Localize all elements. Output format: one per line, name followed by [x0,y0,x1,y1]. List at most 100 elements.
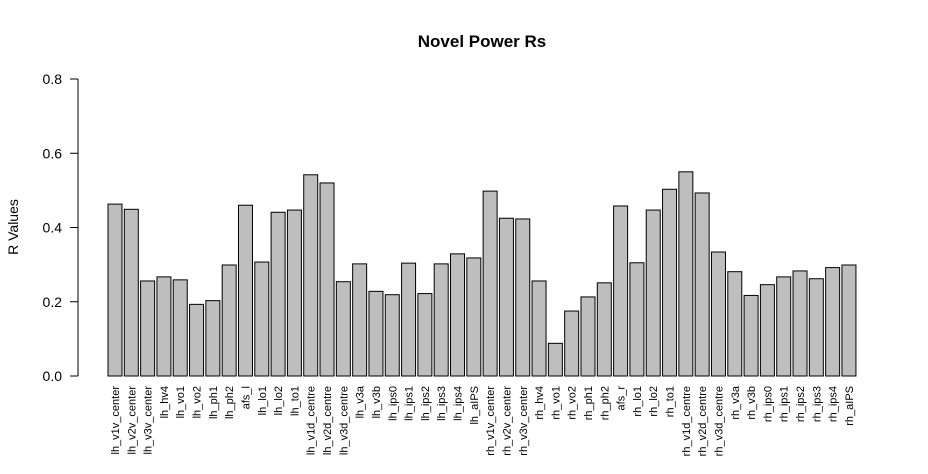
x-category-label: rh_v1d_centre [681,386,693,456]
y-axis-label: R Values [5,199,21,255]
x-category-label: rh_v3a [730,385,742,420]
bar [189,303,205,377]
bar [498,217,514,377]
x-category-label: lh_ips3 [436,386,448,421]
bar [792,270,808,377]
bar [286,209,302,377]
bar [384,294,400,377]
x-category-label: rh_vo1 [550,386,562,420]
bar [335,281,351,377]
chart-title: Novel Power Rs [418,32,547,51]
x-category-label: rh_v2v_center [501,386,513,456]
bar [237,204,253,377]
x-category-label: lh_ips4 [453,386,465,421]
bar [270,211,286,377]
x-category-label: rh_lo1 [632,386,644,417]
x-category-label: lh_v2d_centre [322,386,334,455]
bar [564,310,580,377]
bar [172,279,188,377]
x-category-label: rh_ips0 [762,386,774,422]
bar [450,253,466,377]
y-tick-label: 0.0 [43,368,63,384]
x-category-label: rh_v3v_center [518,386,530,456]
bar [727,271,743,377]
x-category-label: lh_hv4 [159,386,171,418]
bar [825,267,841,377]
bar [156,276,172,377]
x-category-label: rh_v2d_centre [697,386,709,456]
x-category-label: lh_lo1 [257,386,269,415]
x-category-label: rh_v1v_center [485,386,497,456]
x-category-label: lh_ph2 [224,386,236,419]
x-category-label: rh_to1 [665,386,677,417]
x-category-label: rh_hv4 [534,386,546,420]
bar [319,182,335,377]
x-category-label: rh_aIPS [844,386,856,426]
bar [303,174,319,377]
x-category-label: rh_v3b [746,386,758,420]
bar [417,293,433,377]
bar [482,190,498,377]
x-category-label: afs_l [240,386,252,409]
x-category-label: lh_to1 [289,386,301,416]
bar [205,300,221,377]
x-category-label: rh_vo2 [567,386,579,420]
y-tick-label: 0.6 [43,145,63,161]
x-category-label: rh_ph2 [599,386,611,420]
bar [662,188,678,377]
x-category-label: lh_ips1 [404,386,416,421]
y-tick-label: 0.2 [43,294,63,310]
bar [841,264,857,377]
x-category-label: lh_ips2 [420,386,432,421]
bar [531,280,547,377]
x-category-label: rh_lo2 [648,386,660,417]
bar [613,205,629,377]
x-category-label: lh_ph1 [208,386,220,419]
x-category-label: rh_ips4 [828,386,840,422]
x-category-label: lh_vo1 [175,386,187,418]
x-category-label: lh_v3b [371,386,383,418]
x-category-label: lh_lo2 [273,386,285,415]
x-category-label: lh_v1v_center [110,386,122,455]
bar [808,278,824,377]
x-category-label: rh_v3d_centre [713,386,725,456]
bar [140,280,156,377]
x-category-label: rh_ips3 [811,386,823,422]
bar [368,290,384,377]
x-category-label: lh_v3a [355,385,367,418]
x-category-label: lh_v2v_center [126,386,138,455]
bar [401,262,417,377]
bar [254,261,270,377]
bar [433,263,449,377]
bar [759,284,775,377]
bar [107,203,123,377]
bar [743,294,759,377]
x-category-label: lh_v3v_center [143,386,155,455]
x-category-label: rh_ips1 [779,386,791,422]
bar [515,218,531,377]
x-category-label: lh_v1d_centre [306,386,318,455]
x-category-label: afs_r [616,386,628,411]
y-axis-ticks: 0.0 0.2 0.4 0.6 0.8 [43,71,78,384]
bar [678,171,694,377]
y-tick-label: 0.8 [43,71,63,87]
bar [710,251,726,377]
bar [123,208,139,377]
x-category-label: lh_vo2 [192,386,204,418]
x-category-label: lh_v3d_centre [338,386,350,455]
x-category-label: lh_aIPS [469,386,481,425]
x-category-label: lh_ips0 [387,386,399,421]
bar [221,264,237,377]
x-category-label: rh_ph1 [583,386,595,420]
bar [694,192,710,377]
bar [466,257,482,377]
bar [629,262,645,377]
bars [107,171,857,377]
bar [352,263,368,377]
bar [596,282,612,377]
category-labels: lh_v1v_center lh_v2v_center lh_v3v_center l… [110,385,856,456]
bar [547,342,563,377]
bar [645,209,661,377]
x-category-label: rh_ips2 [795,386,807,422]
